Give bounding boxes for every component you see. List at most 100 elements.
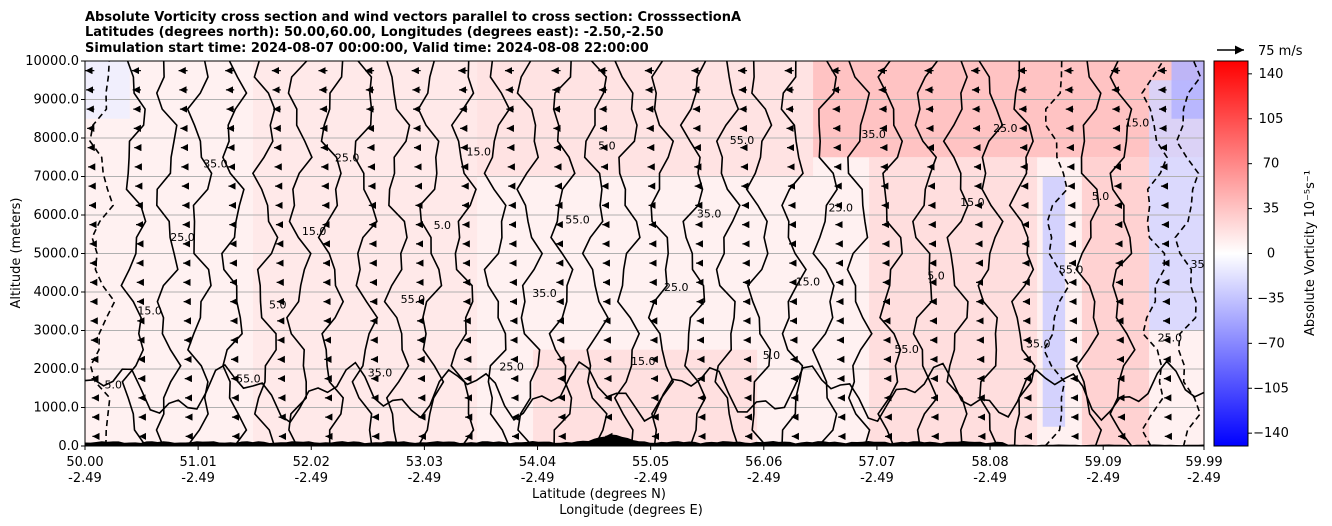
x-tick-lat-8: 58.08: [971, 455, 1008, 470]
contour-label-3: 35.0: [203, 157, 228, 170]
contour-line-23: [846, 61, 873, 446]
x-tick-lon-9: -2.49: [1086, 471, 1120, 486]
contour-line-17: [647, 61, 675, 446]
contour-label-7: 25.0: [335, 151, 360, 164]
vorticity-region-2: [477, 61, 814, 177]
contour-label-15: 5.0: [598, 140, 616, 153]
y-tick-label-2: 2000.0: [34, 362, 80, 377]
wind-vectors: [85, 67, 1172, 440]
y-tick-label-0: 0.0: [58, 439, 79, 454]
x-tick-lon-8: -2.49: [973, 471, 1007, 486]
x-tick-lon-2: -2.49: [294, 471, 328, 486]
terrain-silhouette: [85, 434, 1204, 446]
y-tick-label-6: 6000.0: [34, 208, 80, 223]
contour-label-27: 25.0: [993, 122, 1018, 135]
contour-line-20: [745, 61, 773, 446]
x-tick-lat-2: 52.02: [293, 455, 330, 470]
x-tick-lat-7: 57.07: [858, 455, 895, 470]
contour-label-26: 15.0: [960, 196, 985, 209]
x-tick-lat-3: 53.03: [406, 455, 443, 470]
colorbar-tick-label-0: 140: [1259, 67, 1284, 82]
x-axis-label-latitude: Latitude (degrees N): [532, 487, 666, 502]
contour-label-24: 55.0: [894, 343, 919, 356]
x-tick-lat-0: 50.00: [66, 455, 103, 470]
x-tick-lat-10: 59.99: [1185, 455, 1222, 470]
colorbar-tick-label-6: −70: [1257, 336, 1284, 351]
contour-label-0: 5.0: [104, 378, 122, 391]
y-axis: 0.0 1000.0 2000.0 3000.0 4000.0 5000.0 6000.0 7…: [25, 54, 85, 454]
y-tick-label-9: 9000.0: [34, 93, 80, 108]
contour-label-22: 25.0: [829, 202, 854, 215]
y-tick-label-4: 4000.0: [34, 285, 80, 300]
y-tick-label-3: 3000.0: [34, 324, 80, 339]
contour-line-32: [1141, 61, 1168, 446]
contour-label-17: 25.0: [664, 281, 689, 294]
contour-label-2: 25.0: [170, 231, 195, 244]
contour-label-21: 15.0: [796, 275, 821, 288]
contour-line-30: [1075, 61, 1103, 446]
contour-line-29: [1043, 61, 1070, 446]
contour-label-19: 55.0: [730, 134, 755, 147]
colorbar-tick-label-1: 105: [1259, 112, 1284, 127]
x-tick-lon-1: -2.49: [181, 471, 215, 486]
contour-label-13: 35.0: [532, 287, 557, 300]
contour-line-2: [155, 61, 182, 446]
vorticity-region-10: [1171, 61, 1204, 119]
chart-title-line-1: Absolute Vorticity cross section and win…: [85, 10, 741, 25]
contour-line-33: [1174, 61, 1202, 446]
y-tick-label-7: 7000.0: [34, 170, 80, 185]
contour-line-12: [483, 61, 511, 446]
vorticity-region-3: [813, 61, 1204, 158]
y-tick-label-8: 8000.0: [34, 131, 80, 146]
x-axis-label-longitude: Longitude (degrees E): [559, 503, 703, 518]
x-axis: 50.00-2.4951.01-2.4952.02-2.4953.03-2.49…: [66, 446, 1223, 486]
contour-label-33: 35.0: [1191, 258, 1216, 271]
contour-label-18: 35.0: [697, 208, 722, 221]
colorbar-tick-label-5: −35: [1257, 291, 1284, 306]
contour-line-6: [286, 61, 313, 446]
contour-line-5: [251, 61, 279, 446]
contour-line-16: [613, 61, 641, 446]
y-tick-label-1: 1000.0: [34, 401, 80, 416]
contour-line-9: [383, 61, 411, 446]
x-tick-lon-0: -2.49: [68, 471, 102, 486]
x-tick-lat-1: 51.01: [180, 455, 217, 470]
y-axis-label: Altitude (meters): [9, 198, 24, 309]
contour-label-23: 35.0: [861, 128, 886, 141]
x-tick-lon-6: -2.49: [747, 471, 781, 486]
x-tick-lon-4: -2.49: [521, 471, 555, 486]
terrain: [85, 434, 1204, 446]
contour-line-21: [780, 61, 807, 446]
contour-line-22: [811, 61, 838, 446]
contour-line-10: [417, 61, 445, 446]
contour-line-15: [581, 61, 609, 446]
contour-label-12: 25.0: [499, 361, 524, 374]
contour-label-8: 35.0: [368, 367, 393, 380]
colorbar-label: Absolute Vorticity 10⁻⁵s⁻¹: [1303, 170, 1318, 336]
contour-line-28: [1008, 61, 1036, 446]
contour-label-25: 5.0: [927, 269, 945, 282]
contour-label-16: 15.0: [631, 355, 656, 368]
contour-label-4: 55.0: [236, 372, 261, 385]
contour-line-3: [186, 61, 213, 446]
contour-label-10: 5.0: [434, 219, 452, 232]
colorbar-tick-label-2: 70: [1263, 157, 1280, 172]
colorbar-tick-label-4: 0: [1267, 247, 1275, 262]
x-tick-lon-5: -2.49: [634, 471, 668, 486]
x-tick-lat-5: 55.05: [632, 455, 669, 470]
contour-line-13: [516, 61, 544, 446]
contour-line-1: [120, 61, 147, 446]
contour-line-26: [942, 61, 969, 446]
y-tick-label-5: 5000.0: [34, 247, 80, 262]
colorbar-tick-label-3: 35: [1263, 202, 1280, 217]
contour-line-25: [912, 61, 939, 446]
contour-label-1: 15.0: [137, 305, 162, 318]
x-tick-lon-3: -2.49: [408, 471, 442, 486]
x-tick-lat-4: 54.04: [519, 455, 556, 470]
contour-label-30: 5.0: [1092, 190, 1110, 203]
contour-lines: 5.0 15.0 25.0 35.0 55.0 5.0 15.0 25.0 35.0 55.0 5.…: [85, 61, 1216, 446]
contour-label-5: 5.0: [269, 299, 287, 312]
colorbar-tick-label-8: −140: [1253, 426, 1289, 441]
contour-line-24: [877, 61, 904, 446]
colorbar-ticks: 140 105 70 35 0 −35 −70 −105 −140: [1248, 67, 1289, 441]
